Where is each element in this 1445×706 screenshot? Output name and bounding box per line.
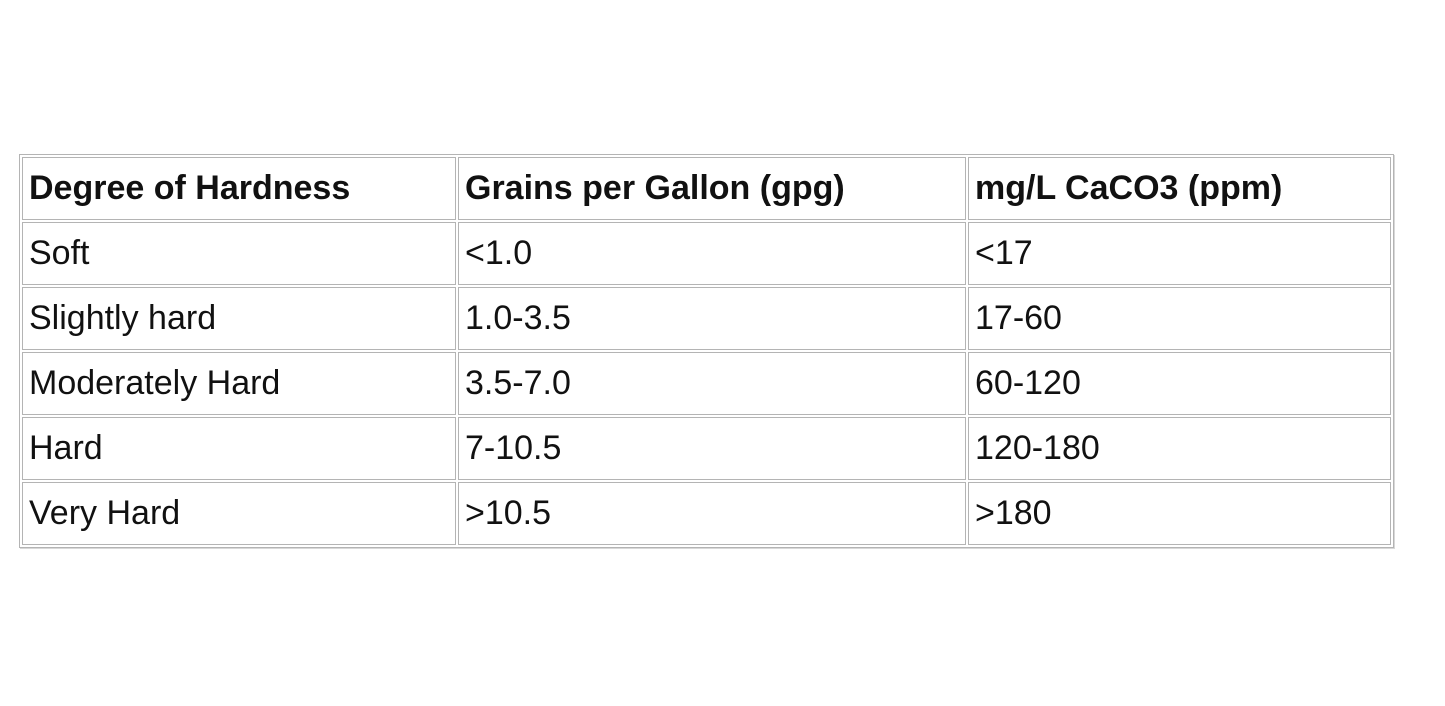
table-cell: 3.5-7.0 [458,352,966,415]
table-cell: >10.5 [458,482,966,545]
table-head: Degree of Hardness Grains per Gallon (gpg… [22,157,1391,220]
header-row: Degree of Hardness Grains per Gallon (gpg… [22,157,1391,220]
table-row: Soft <1.0 <17 [22,222,1391,285]
table-cell: Very Hard [22,482,456,545]
header-cell: mg/L CaCO3 (ppm) [968,157,1391,220]
table-cell: <17 [968,222,1391,285]
table-row: Hard 7-10.5 120-180 [22,417,1391,480]
header-cell: Grains per Gallon (gpg) [458,157,966,220]
table-cell: Hard [22,417,456,480]
table-body: Soft <1.0 <17 Slightly hard 1.0-3.5 17-60 Mode… [22,222,1391,545]
table-cell: >180 [968,482,1391,545]
table-cell: 1.0-3.5 [458,287,966,350]
table-cell: 120-180 [968,417,1391,480]
table-row: Very Hard >10.5 >180 [22,482,1391,545]
table-cell: Moderately Hard [22,352,456,415]
table-cell: 60-120 [968,352,1391,415]
table-cell: Soft [22,222,456,285]
table-row: Moderately Hard 3.5-7.0 60-120 [22,352,1391,415]
table-cell: <1.0 [458,222,966,285]
table-cell: 17-60 [968,287,1391,350]
table-cell: 7-10.5 [458,417,966,480]
header-cell: Degree of Hardness [22,157,456,220]
hardness-table: Degree of Hardness Grains per Gallon (gpg… [19,154,1394,548]
table-row: Slightly hard 1.0-3.5 17-60 [22,287,1391,350]
table-cell: Slightly hard [22,287,456,350]
